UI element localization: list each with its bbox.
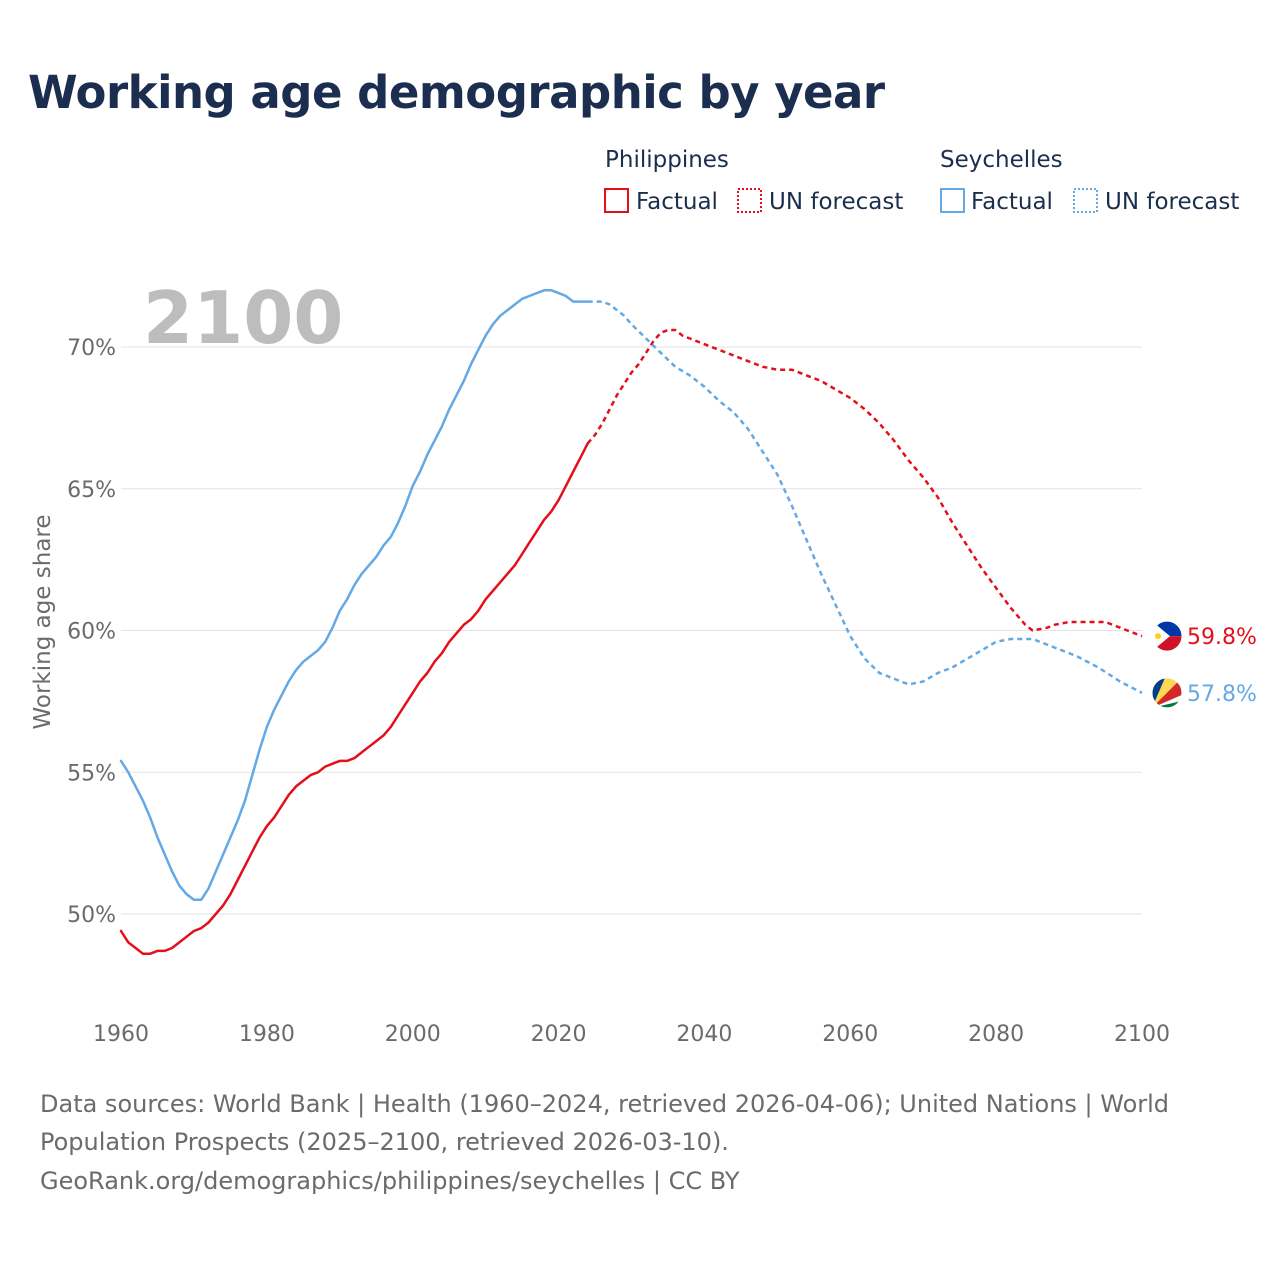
y-tick-label: 55% [67,761,116,786]
series-lines [119,289,1143,955]
legend-swatch-seychelles-factual[interactable] [940,188,965,213]
x-tick-label: 2100 [1114,1022,1170,1047]
year-label: 2100 [143,276,343,360]
flag-icon-seychelles [1151,677,1183,709]
legend-group-philippines: Philippines [605,147,729,173]
legend-label-philippines-forecast[interactable]: UN forecast [769,189,903,215]
legend-swatch-philippines-forecast[interactable] [737,188,762,213]
end-label-seychelles: 57.8% [1187,682,1257,707]
series-line-philippines-factual[interactable] [119,442,589,955]
x-axis-ticks: 1960 1980 2000 2020 2040 2060 2080 2100 [93,1022,1170,1047]
legend-swatch-seychelles-forecast[interactable] [1073,188,1098,213]
flag-icon-philippines [1151,620,1183,652]
legend: Philippines Factual UN forecast Seychell… [604,147,1239,215]
x-tick-label: 2060 [822,1022,878,1047]
end-markers: 59.8% 57.8% [1151,620,1257,709]
x-tick-label: 2080 [968,1022,1024,1047]
chart-title: Working age demographic by year [28,66,885,119]
source-line-3[interactable]: GeoRank.org/demographics/philippines/sey… [40,1167,740,1195]
x-tick-label: 2020 [531,1022,587,1047]
legend-group-seychelles: Seychelles [940,147,1063,173]
x-tick-label: 2040 [676,1022,732,1047]
x-tick-label: 1960 [93,1022,149,1047]
legend-swatch-philippines-factual[interactable] [604,188,629,213]
gridlines [121,346,1142,915]
legend-label-seychelles-factual[interactable]: Factual [971,189,1053,215]
x-tick-label: 2000 [385,1022,441,1047]
series-line-philippines-forecast[interactable] [586,328,1143,638]
source-line-2: Population Prospects (2025–2100, retriev… [40,1128,729,1156]
y-tick-label: 65% [67,478,116,503]
y-axis-ticks: 50% 55% 60% 65% 70% [67,336,116,928]
y-tick-label: 60% [67,620,116,645]
end-label-philippines: 59.8% [1187,625,1257,650]
legend-label-seychelles-forecast[interactable]: UN forecast [1105,189,1239,215]
legend-label-philippines-factual[interactable]: Factual [636,189,718,215]
x-tick-label: 1980 [239,1022,295,1047]
series-line-seychelles-factual[interactable] [119,289,589,902]
y-axis-label: Working age share [30,514,56,729]
y-tick-label: 50% [67,903,116,928]
y-tick-label: 70% [67,336,116,361]
source-line-1: Data sources: World Bank | Health (1960–… [40,1090,1170,1118]
series-line-seychelles-forecast[interactable] [587,300,1143,695]
